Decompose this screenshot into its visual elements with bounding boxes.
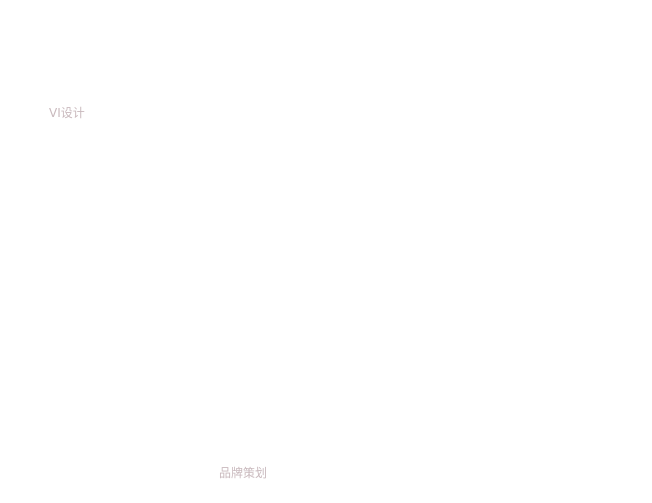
brand-planning-label: 品牌策划 bbox=[219, 466, 268, 480]
vi-design-label: VI设计 bbox=[49, 106, 85, 120]
